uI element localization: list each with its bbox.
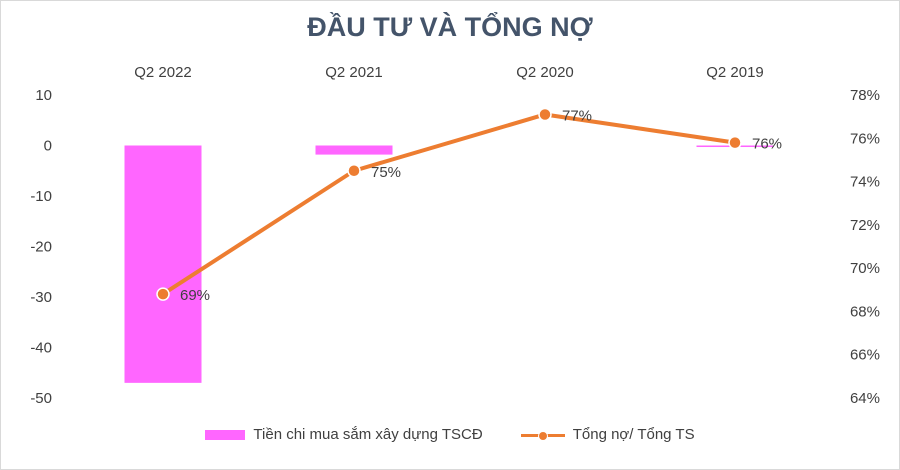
data-label: 77% xyxy=(562,107,592,124)
legend: Tiền chi mua sắm xây dựng TSCĐ Tổng nợ/ … xyxy=(0,426,900,443)
line-point xyxy=(728,135,742,150)
left-axis-tick-label: -40 xyxy=(30,340,52,357)
legend-bar-label: Tiền chi mua sắm xây dựng TSCĐ xyxy=(253,426,483,443)
left-axis-tick-label: -20 xyxy=(30,239,52,256)
debt-ratio-line xyxy=(161,112,737,297)
data-label: 76% xyxy=(752,136,782,153)
legend-item-bar: Tiền chi mua sắm xây dựng TSCĐ xyxy=(205,426,483,443)
chart-title: ĐẦU TƯ VÀ TỔNG NỢ xyxy=(307,12,593,42)
legend-bar-swatch xyxy=(205,429,246,440)
line-point xyxy=(347,164,361,178)
right-axis-tick-label: 76% xyxy=(850,130,880,147)
right-axis-tick-label: 72% xyxy=(850,217,880,234)
bar-q2-2021 xyxy=(315,145,393,155)
legend-line-swatch xyxy=(520,428,565,442)
left-axis-tick-label: 0 xyxy=(44,138,52,155)
category-label: Q2 2022 xyxy=(134,64,192,81)
legend-item-line: Tổng nợ/ Tổng TS xyxy=(520,426,695,443)
line-point xyxy=(156,287,170,301)
category-label: Q2 2020 xyxy=(516,64,574,81)
right-axis-tick-label: 66% xyxy=(850,347,880,364)
left-axis-tick-label: -50 xyxy=(30,390,52,407)
right-axis-tick-label: 68% xyxy=(850,303,880,320)
right-axis-tick-label: 74% xyxy=(850,174,880,191)
category-label: Q2 2019 xyxy=(706,64,764,81)
right-axis-tick-label: 64% xyxy=(850,390,880,407)
data-label: 75% xyxy=(371,164,401,181)
left-axis-tick-label: -30 xyxy=(30,289,52,306)
left-axis-tick-label: -10 xyxy=(30,188,52,205)
legend-line-label: Tổng nợ/ Tổng TS xyxy=(572,426,695,443)
bar-q2-2022 xyxy=(124,145,202,383)
left-axis-tick-label: 10 xyxy=(35,87,52,104)
category-label: Q2 2021 xyxy=(325,64,383,81)
line-point xyxy=(538,107,552,122)
right-axis-tick-label: 70% xyxy=(850,260,880,277)
right-axis-tick-label: 78% xyxy=(850,87,880,104)
data-label: 69% xyxy=(180,287,210,304)
